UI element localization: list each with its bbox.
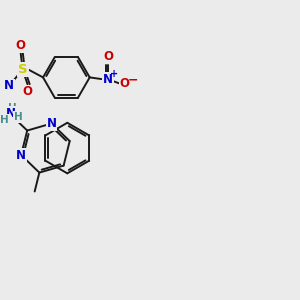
Text: H: H [8, 103, 17, 113]
Text: +: + [110, 70, 118, 80]
Text: −: − [128, 74, 139, 87]
Text: N: N [7, 109, 17, 122]
Text: H: H [0, 115, 9, 125]
Text: N: N [46, 117, 56, 130]
Text: N: N [16, 148, 26, 162]
Text: H: H [14, 112, 22, 122]
Text: N: N [103, 73, 113, 86]
Text: O: O [120, 77, 130, 90]
Text: O: O [103, 50, 113, 64]
Text: O: O [22, 85, 32, 98]
Text: O: O [16, 39, 26, 52]
Text: N: N [6, 107, 16, 120]
Text: N: N [4, 80, 14, 92]
Text: S: S [18, 63, 27, 76]
